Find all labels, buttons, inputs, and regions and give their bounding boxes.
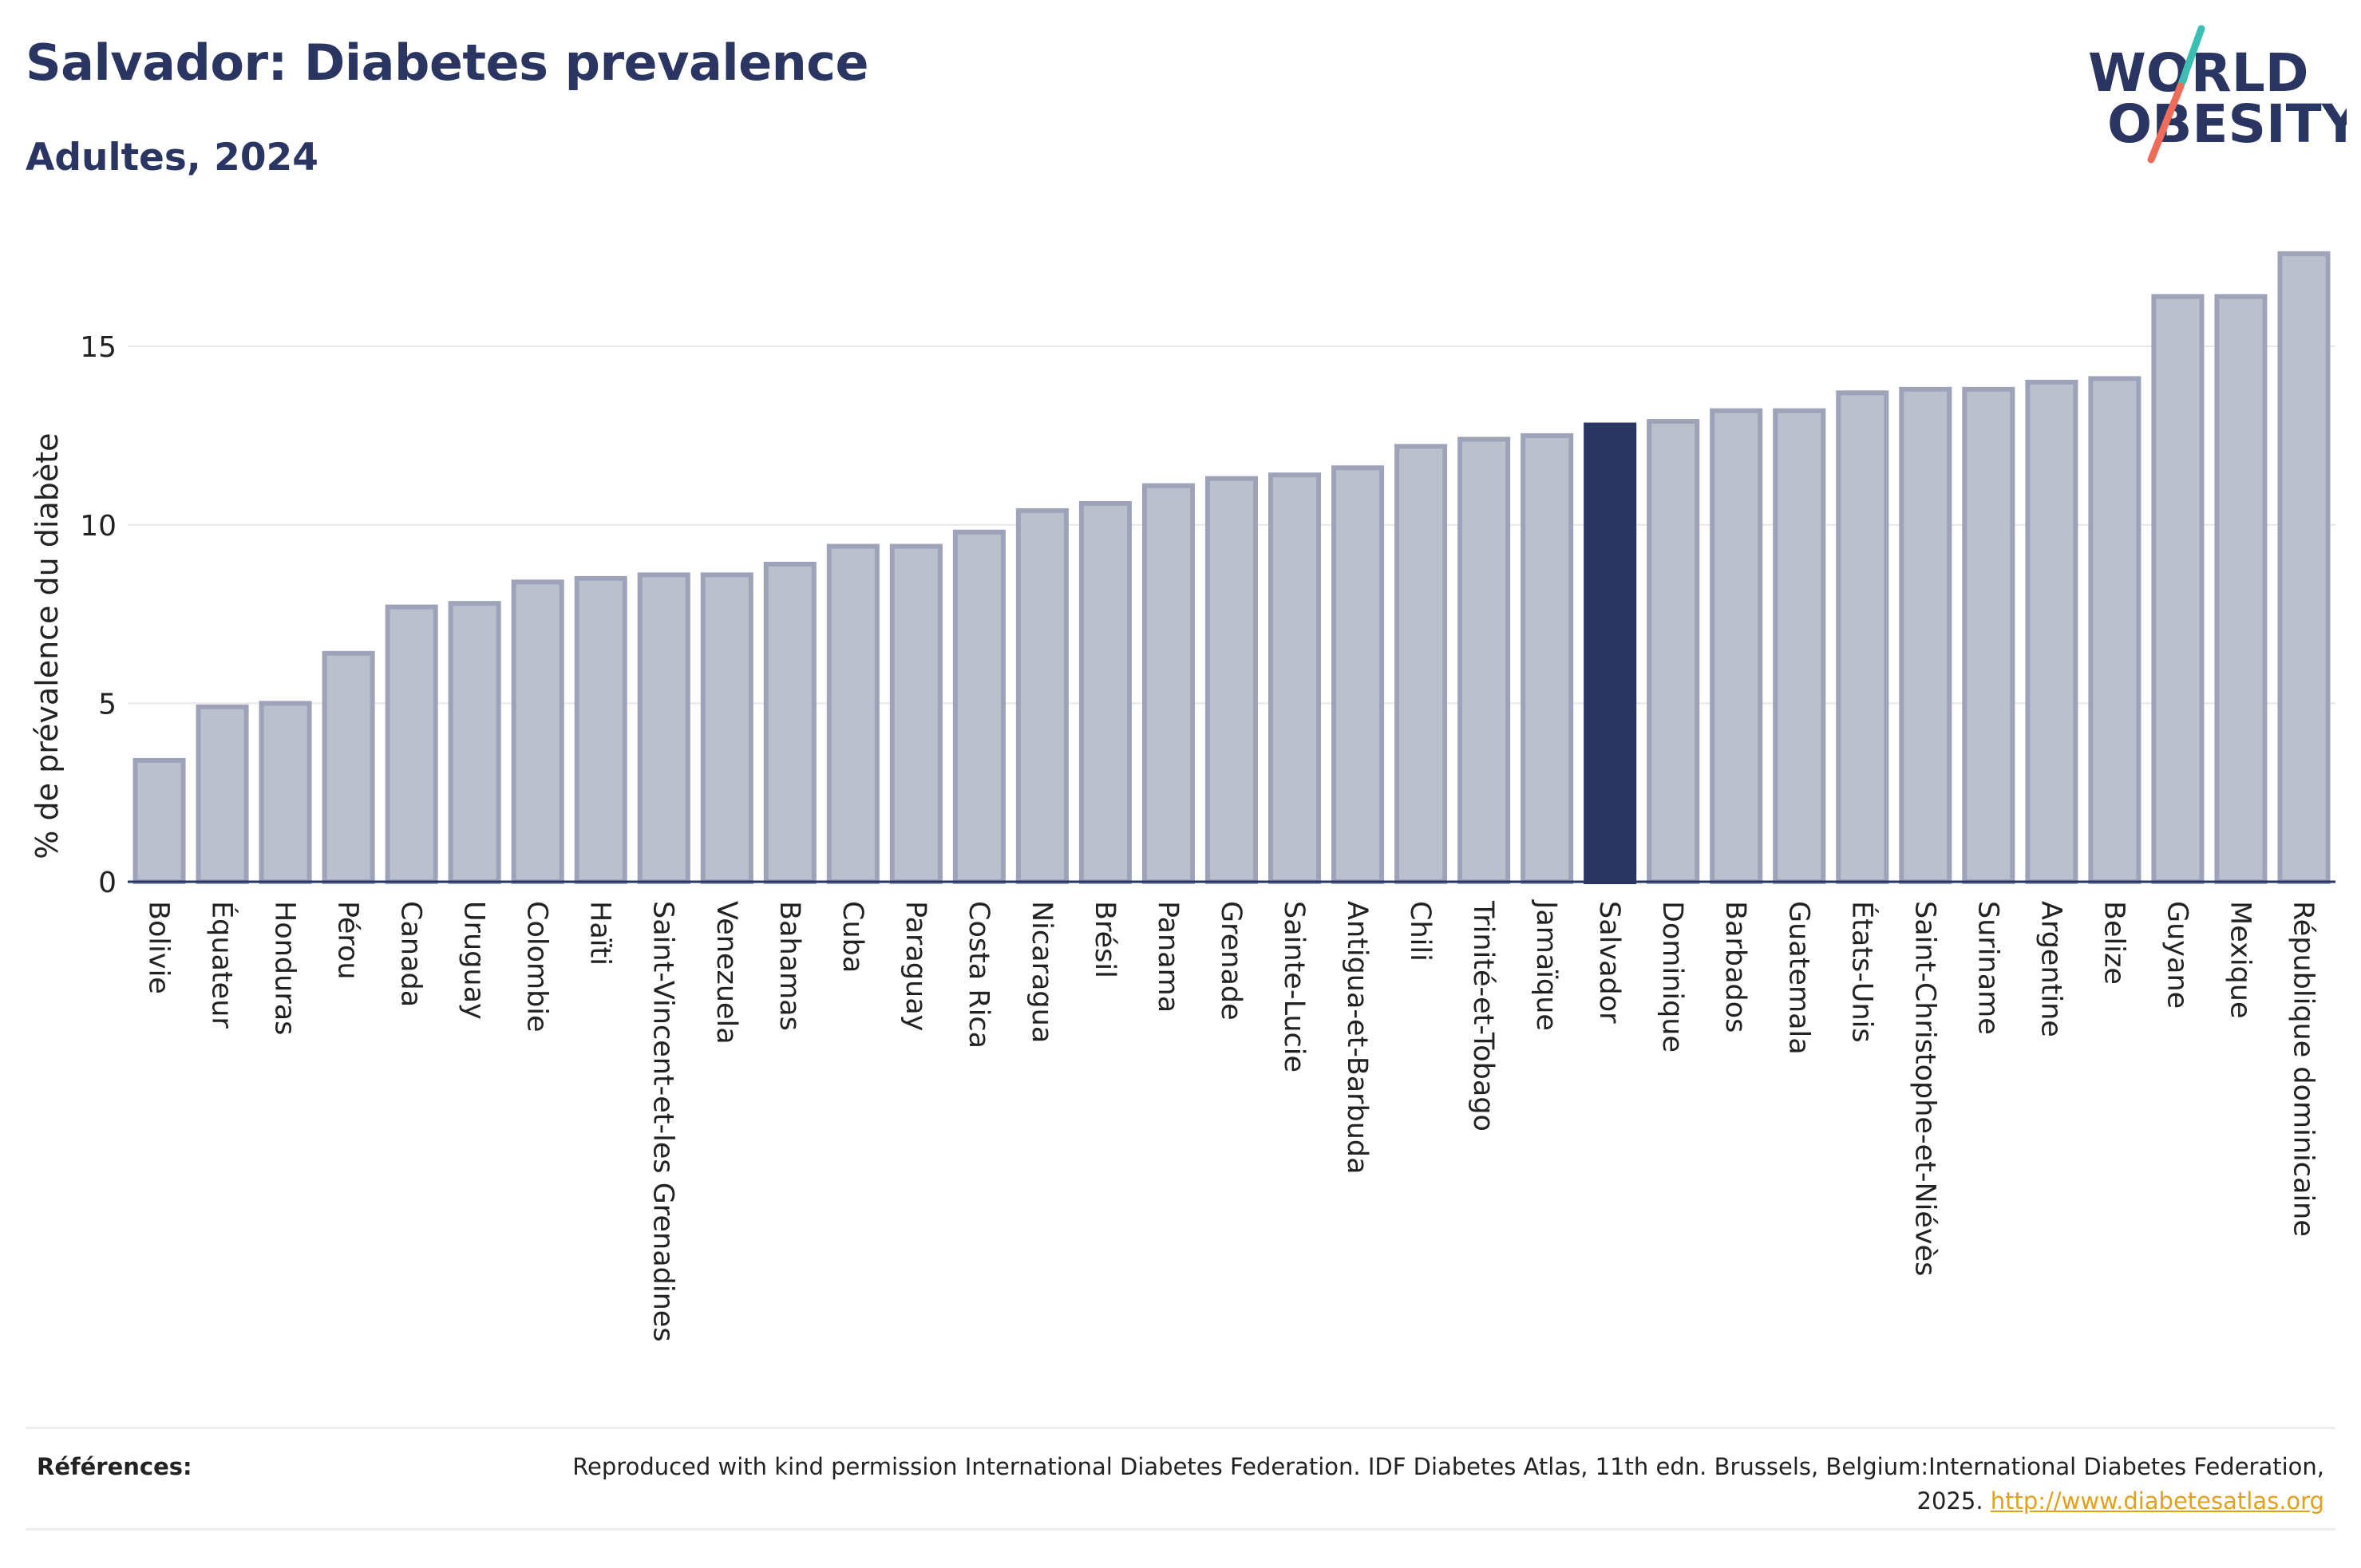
bar-trinit-et-tobago	[1457, 436, 1511, 884]
x-tick-label: Saint-Vincent-et-les Grenadines	[647, 901, 679, 1342]
bar-r-publique-dominicaine	[2277, 251, 2331, 884]
x-tick-label: Panama	[1152, 901, 1184, 1013]
bar-honduras	[259, 701, 312, 885]
x-tick-label: République dominicaine	[2287, 901, 2319, 1237]
x-tick-label: Brésil	[1089, 901, 1121, 978]
bar-bolivie	[132, 757, 186, 885]
bar-belize	[2088, 376, 2142, 884]
bar-canada	[385, 604, 438, 885]
world-obesity-logo: WORLD OBESITY	[2088, 25, 2347, 164]
bar--quateur	[196, 704, 249, 884]
bar-chart: 0 5 10 15 Bolivie Équateur Honduras Pérou Canad…	[30, 251, 2335, 1342]
x-tick-label: Barbados	[1719, 901, 1751, 1033]
references-panel: Références: Reproduced with kind permiss…	[26, 1427, 2335, 1530]
x-tick-label: Bahamas	[773, 901, 805, 1031]
x-tick-label: Saint-Christophe-et-Niévès	[1908, 901, 1940, 1276]
bar--tats-unis	[1836, 390, 1889, 884]
x-tick-label: Venezuela	[710, 901, 742, 1045]
x-tick-label: Dominique	[1656, 901, 1688, 1053]
bar-panama	[1141, 483, 1196, 884]
x-tick-label: Honduras	[269, 901, 301, 1035]
bar-saint-christophe-et-ni-v-s	[1899, 386, 1952, 885]
bar-mexique	[2214, 294, 2268, 884]
x-tick-label: Belize	[2098, 901, 2130, 985]
bar-br-sil	[1078, 500, 1132, 884]
bar-costa-rica	[952, 529, 1006, 884]
bar-ha-ti	[574, 575, 627, 884]
bar-saint-vincent-et-les-grenadines	[637, 572, 690, 885]
x-tick-label: Grenade	[1215, 901, 1247, 1021]
bar-colombie	[511, 579, 564, 884]
logo-slash-teal	[2177, 25, 2205, 90]
x-tick-label: Colombie	[521, 901, 553, 1033]
references-link[interactable]: http://www.diabetesatlas.org	[1990, 1487, 2324, 1515]
x-tick-labels: Bolivie Équateur Honduras Pérou Canada Urugua…	[143, 899, 2319, 1342]
x-tick-label: Cuba	[836, 901, 868, 973]
logo-slash-coral	[2147, 82, 2185, 164]
bar-cuba	[826, 543, 880, 884]
x-tick-label: États-Unis	[1845, 901, 1879, 1043]
bar-nicaragua	[1015, 508, 1069, 885]
x-tick-label: Équateur	[206, 901, 239, 1029]
x-tick-label: Sainte-Lucie	[1278, 901, 1310, 1072]
bar-suriname	[1962, 386, 2015, 885]
x-tick-label: Trinité-et-Tobago	[1467, 900, 1499, 1132]
x-tick-label: Argentine	[2035, 901, 2066, 1037]
bar-argentine	[2025, 379, 2078, 884]
bar-grenade	[1204, 476, 1259, 885]
y-ticks: 0 5 10 15	[80, 331, 117, 899]
x-tick-label: Nicaragua	[1026, 901, 1058, 1043]
y-tick-label: 5	[98, 688, 117, 721]
x-tick-label: Mexique	[2224, 901, 2256, 1019]
x-tick-label: Bolivie	[143, 901, 175, 994]
bars	[132, 251, 2331, 885]
x-tick-label: Chili	[1404, 901, 1436, 962]
x-tick-label: Guatemala	[1782, 901, 1814, 1055]
bar-uruguay	[448, 601, 501, 885]
bar-dominique	[1647, 419, 1700, 884]
bar-jama-que	[1521, 432, 1574, 884]
x-tick-label: Salvador	[1593, 901, 1625, 1024]
y-tick-label: 0	[98, 867, 117, 899]
chart-title: Salvador: Diabetes prevalence	[26, 34, 869, 92]
chart-subtitle: Adultes, 2024	[26, 136, 318, 180]
bar-barbados	[1710, 408, 1763, 884]
x-tick-label: Costa Rica	[963, 901, 995, 1049]
x-tick-label: Haïti	[584, 901, 616, 966]
bar-guyane	[2151, 294, 2205, 884]
y-tick-label: 15	[80, 331, 117, 364]
y-tick-label: 10	[80, 510, 117, 543]
x-tick-label: Jamaïque	[1530, 899, 1562, 1031]
bar-bahamas	[763, 561, 817, 884]
x-tick-label: Antigua-et-Barbuda	[1341, 901, 1373, 1175]
bar-salvador	[1584, 422, 1637, 884]
references-label: Références:	[37, 1453, 192, 1480]
x-tick-label: Canada	[395, 901, 427, 1007]
bar-paraguay	[889, 543, 943, 884]
logo-line1: WORLD	[2088, 42, 2309, 104]
bar-venezuela	[700, 572, 753, 885]
x-tick-label: Suriname	[1971, 901, 2003, 1035]
bar-sainte-lucie	[1268, 472, 1322, 885]
x-tick-label: Guyane	[2161, 901, 2193, 1009]
logo-line2: OBESITY	[2107, 93, 2347, 155]
bar-antigua-et-barbuda	[1331, 465, 1385, 884]
bar-chili	[1394, 444, 1448, 884]
bar-guatemala	[1773, 408, 1826, 884]
x-tick-label: Pérou	[332, 901, 364, 980]
references-text-block: Reproduced with kind permission Internat…	[568, 1450, 2324, 1519]
x-tick-label: Uruguay	[458, 901, 490, 1020]
bar-p-rou	[322, 650, 375, 884]
x-tick-label: Paraguay	[900, 901, 931, 1031]
y-axis-label: % de prévalence du diabète	[30, 432, 65, 859]
references-text: Reproduced with kind permission Internat…	[572, 1453, 2324, 1515]
